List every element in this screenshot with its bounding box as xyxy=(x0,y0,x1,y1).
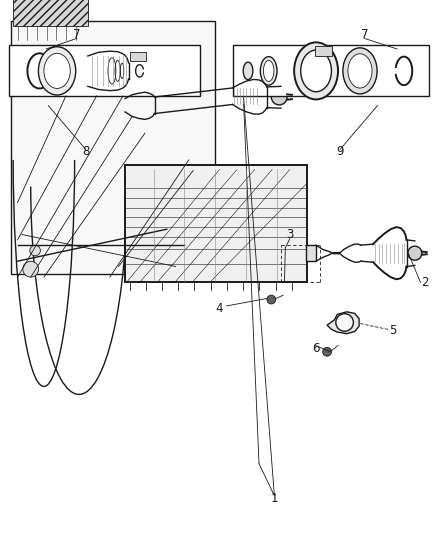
Bar xyxy=(232,45,428,96)
Ellipse shape xyxy=(39,47,76,95)
Text: 1: 1 xyxy=(270,492,278,505)
Bar xyxy=(314,46,331,56)
Text: 8: 8 xyxy=(82,146,89,158)
Circle shape xyxy=(266,295,275,304)
Ellipse shape xyxy=(260,56,276,85)
Bar xyxy=(125,165,307,282)
Text: 4: 4 xyxy=(215,302,223,314)
Bar xyxy=(11,21,215,274)
Bar xyxy=(306,245,315,261)
Ellipse shape xyxy=(243,62,252,79)
Ellipse shape xyxy=(342,48,376,94)
Text: 6: 6 xyxy=(311,342,319,354)
Text: 3: 3 xyxy=(286,228,293,241)
Circle shape xyxy=(407,246,421,260)
Circle shape xyxy=(177,240,191,253)
Bar xyxy=(9,45,199,96)
Text: 2: 2 xyxy=(420,276,428,289)
Text: 9: 9 xyxy=(336,146,343,158)
Ellipse shape xyxy=(44,53,70,88)
Text: 7: 7 xyxy=(73,28,81,41)
Polygon shape xyxy=(326,312,358,334)
Text: 5: 5 xyxy=(389,324,396,337)
Circle shape xyxy=(126,269,137,280)
Circle shape xyxy=(30,245,40,256)
Text: 7: 7 xyxy=(360,28,367,41)
Ellipse shape xyxy=(300,50,331,92)
Circle shape xyxy=(271,89,286,105)
Ellipse shape xyxy=(347,54,371,88)
Bar xyxy=(13,0,88,26)
Circle shape xyxy=(23,261,39,277)
Ellipse shape xyxy=(263,60,273,82)
Circle shape xyxy=(335,314,353,331)
Ellipse shape xyxy=(293,42,337,100)
Circle shape xyxy=(322,348,331,356)
Bar xyxy=(129,52,146,61)
